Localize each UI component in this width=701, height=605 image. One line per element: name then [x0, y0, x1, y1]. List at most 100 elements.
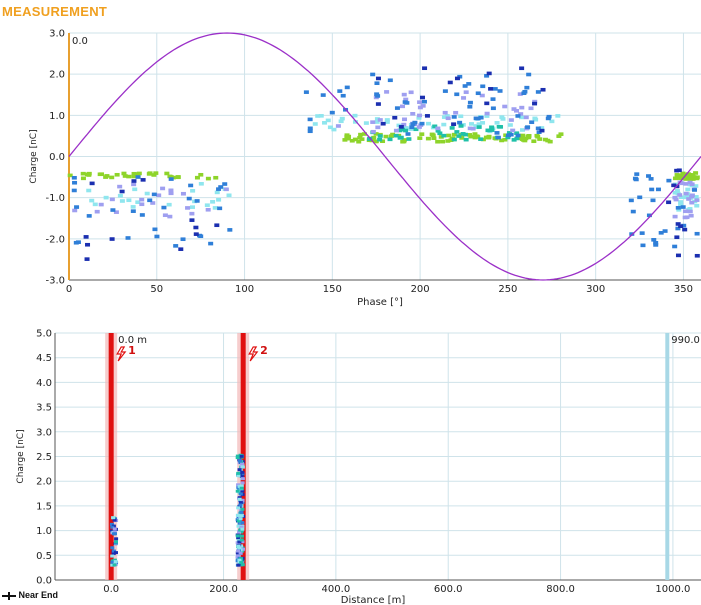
data-point-lime	[121, 171, 127, 176]
data-point-lime-pos	[486, 135, 492, 140]
data-point-column-2	[238, 517, 243, 521]
data-point-lime-pos	[396, 133, 402, 138]
data-point-lightcyan-neg	[166, 202, 172, 207]
data-point-lime-pos	[556, 134, 562, 138]
data-point-lightcyan-pos	[480, 121, 486, 125]
data-point-lavender-pos	[416, 125, 422, 129]
y-tick-label: 0.0	[49, 152, 65, 163]
data-point-blue-neg	[194, 199, 200, 203]
data-point-lime	[114, 172, 120, 177]
data-point-blue-neg	[135, 175, 141, 179]
legend-near-end: Near End	[2, 590, 58, 600]
data-point-lightcyan-pos	[484, 114, 490, 118]
data-point-blue-pos	[490, 97, 496, 101]
data-point-lime-pos	[417, 136, 423, 140]
data-point-lavender-pos	[370, 120, 376, 124]
data-point-lightcyan-neg	[210, 200, 216, 204]
data-point-lightcyan-pos	[352, 113, 358, 118]
data-point-lavender-pos	[519, 105, 525, 110]
data-point-lightcyan-pos	[441, 122, 447, 127]
data-point-lavender-pos	[435, 126, 441, 131]
data-point-teal-pos	[506, 131, 512, 135]
data-point-lavender-pos	[511, 107, 517, 111]
data-point-navy-neg	[189, 218, 195, 222]
data-point-column-2	[235, 551, 240, 555]
data-point-lime	[686, 173, 692, 177]
data-point-teal-pos	[397, 128, 403, 133]
data-point-blue-neg	[632, 176, 638, 181]
data-point-lime	[109, 175, 115, 180]
data-point-lightcyan-neg	[678, 195, 684, 200]
data-point-blue-pos	[303, 90, 309, 94]
data-point-lightcyan-pos	[384, 120, 390, 124]
data-point-lime-pos	[474, 134, 480, 139]
data-point-lime-pos	[371, 135, 377, 140]
data-point-lavender-pos	[484, 111, 490, 116]
data-point-lime-pos	[440, 139, 446, 144]
data-point-navy-neg	[119, 189, 125, 194]
data-point-teal-pos	[454, 130, 460, 134]
data-point-lime-pos	[480, 137, 486, 142]
data-point-column-2	[240, 481, 245, 485]
data-point-lime-pos	[361, 132, 367, 136]
data-point-lime-pos	[503, 133, 509, 138]
data-point-teal-pos	[476, 125, 482, 129]
data-point-blue-pos	[545, 116, 551, 121]
data-point-lightcyan-pos	[549, 119, 555, 124]
data-point-lime	[126, 174, 132, 179]
data-point-lavender-neg	[160, 186, 166, 191]
data-point-teal-pos	[377, 134, 383, 138]
data-point-column-2	[239, 557, 244, 561]
data-point-lavender-pos	[508, 118, 514, 122]
data-point-lightcyan-pos	[426, 121, 432, 126]
data-point-navy-pos	[375, 102, 381, 106]
data-point-column-2	[235, 534, 240, 538]
data-point-lime-pos	[352, 137, 358, 142]
data-point-lime	[672, 176, 678, 181]
data-point-lavender-neg	[683, 191, 689, 196]
data-point-blue-pos	[535, 126, 541, 131]
data-point-column-2	[237, 546, 242, 550]
data-point-column-2	[236, 542, 241, 546]
data-point-lightcyan-pos	[312, 122, 318, 126]
data-point-lavender-neg	[686, 197, 692, 201]
data-point-teal-pos	[451, 137, 457, 142]
data-point-lavender-pos	[384, 90, 390, 94]
data-point-lavender-pos	[453, 110, 459, 115]
data-point-lime-pos	[558, 132, 564, 136]
data-point-teal-pos	[449, 126, 455, 130]
data-point-blue-pos	[405, 132, 411, 136]
data-point-column-2	[236, 544, 241, 548]
data-point-lavender-neg	[677, 193, 683, 197]
data-point-lightcyan-pos	[507, 123, 513, 127]
data-point-blue-pos	[307, 126, 313, 131]
data-point-navy-neg	[682, 227, 688, 232]
lightning-icon	[248, 346, 259, 362]
data-point-lime	[675, 173, 681, 178]
data-point-lime-pos	[451, 132, 457, 137]
y-tick-label: -1.0	[45, 193, 65, 204]
x-axis-label: Distance [m]	[341, 595, 406, 605]
data-point-lavender-neg	[684, 215, 690, 220]
data-point-blue-neg	[86, 214, 92, 218]
data-point-lightcyan-neg	[198, 181, 204, 186]
data-point-column-2	[235, 553, 240, 557]
data-point-lavender-neg	[180, 191, 186, 196]
data-point-lime-pos	[467, 133, 473, 137]
data-point-column-2	[239, 534, 244, 538]
data-point-lightcyan-pos	[458, 114, 464, 119]
data-point-column-2	[240, 521, 245, 525]
data-point-navy-pos	[519, 66, 525, 71]
data-point-lavender-neg	[689, 200, 695, 205]
data-point-lime-pos	[459, 136, 465, 140]
data-point-column-2	[236, 536, 241, 540]
data-point-lime-pos	[518, 133, 524, 138]
data-point-column-2	[236, 519, 241, 523]
data-point-blue-pos	[374, 92, 380, 96]
data-point-lavender-neg	[687, 209, 693, 214]
data-point-lightcyan-pos	[469, 122, 475, 126]
data-point-lime-pos	[499, 138, 505, 143]
x-tick-label: 400.0	[322, 584, 351, 595]
y-tick-label: 0.0	[36, 576, 52, 587]
data-point-blue-neg	[173, 244, 179, 248]
